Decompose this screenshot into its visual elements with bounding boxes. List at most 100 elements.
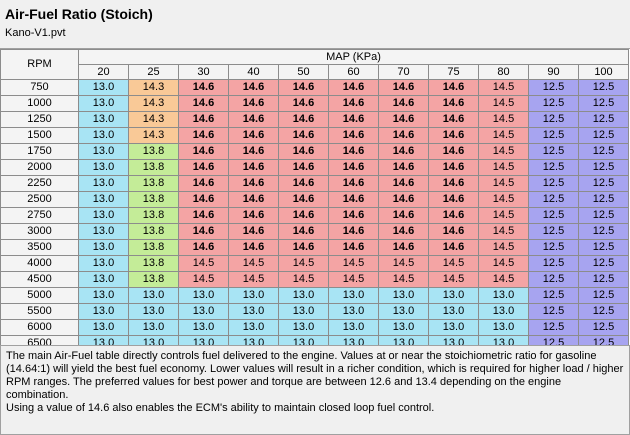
afr-cell[interactable]: 14.6 xyxy=(228,239,279,256)
afr-cell[interactable]: 13.0 xyxy=(228,319,279,336)
afr-cell[interactable]: 13.0 xyxy=(478,335,529,345)
afr-cell[interactable]: 13.0 xyxy=(178,287,229,304)
afr-cell[interactable]: 14.6 xyxy=(278,239,329,256)
afr-cell[interactable]: 12.5 xyxy=(578,335,629,345)
afr-cell[interactable]: 14.3 xyxy=(128,79,179,96)
afr-cell[interactable]: 12.5 xyxy=(528,271,579,288)
afr-cell[interactable]: 14.6 xyxy=(228,175,279,192)
afr-cell[interactable]: 14.6 xyxy=(378,111,429,128)
afr-cell[interactable]: 12.5 xyxy=(528,159,579,176)
afr-cell[interactable]: 14.6 xyxy=(328,207,379,224)
afr-cell[interactable]: 14.5 xyxy=(328,271,379,288)
afr-cell[interactable]: 12.5 xyxy=(528,303,579,320)
afr-cell[interactable]: 14.6 xyxy=(278,95,329,112)
afr-cell[interactable]: 14.5 xyxy=(428,255,479,272)
afr-cell[interactable]: 13.0 xyxy=(278,303,329,320)
afr-cell[interactable]: 13.0 xyxy=(428,303,479,320)
afr-cell[interactable]: 13.0 xyxy=(78,207,129,224)
afr-cell[interactable]: 14.6 xyxy=(178,159,229,176)
afr-cell[interactable]: 14.6 xyxy=(228,79,279,96)
afr-cell[interactable]: 13.0 xyxy=(78,255,129,272)
afr-cell[interactable]: 13.0 xyxy=(378,303,429,320)
afr-cell[interactable]: 14.6 xyxy=(278,191,329,208)
afr-cell[interactable]: 13.0 xyxy=(78,191,129,208)
afr-cell[interactable]: 14.5 xyxy=(178,271,229,288)
afr-cell[interactable]: 14.5 xyxy=(478,143,529,160)
afr-cell[interactable]: 14.6 xyxy=(328,239,379,256)
afr-cell[interactable]: 14.6 xyxy=(328,111,379,128)
afr-cell[interactable]: 14.6 xyxy=(278,79,329,96)
afr-cell[interactable]: 14.3 xyxy=(128,111,179,128)
afr-cell[interactable]: 14.6 xyxy=(278,159,329,176)
afr-cell[interactable]: 14.3 xyxy=(128,127,179,144)
afr-cell[interactable]: 14.5 xyxy=(228,271,279,288)
afr-cell[interactable]: 14.6 xyxy=(428,127,479,144)
afr-cell[interactable]: 14.5 xyxy=(478,159,529,176)
afr-cell[interactable]: 12.5 xyxy=(528,287,579,304)
afr-cell[interactable]: 14.5 xyxy=(478,271,529,288)
afr-cell[interactable]: 12.5 xyxy=(578,319,629,336)
afr-cell[interactable]: 13.0 xyxy=(228,303,279,320)
afr-cell[interactable]: 14.6 xyxy=(378,143,429,160)
afr-cell[interactable]: 14.6 xyxy=(378,191,429,208)
afr-cell[interactable]: 14.6 xyxy=(278,223,329,240)
afr-cell[interactable]: 12.5 xyxy=(578,239,629,256)
afr-cell[interactable]: 13.0 xyxy=(78,303,129,320)
afr-cell[interactable]: 14.6 xyxy=(428,79,479,96)
afr-cell[interactable]: 14.6 xyxy=(228,191,279,208)
afr-cell[interactable]: 14.5 xyxy=(478,127,529,144)
afr-cell[interactable]: 13.0 xyxy=(428,335,479,345)
afr-cell[interactable]: 12.5 xyxy=(578,255,629,272)
afr-cell[interactable]: 14.5 xyxy=(328,255,379,272)
afr-cell[interactable]: 13.0 xyxy=(478,287,529,304)
afr-cell[interactable]: 14.6 xyxy=(428,223,479,240)
afr-cell[interactable]: 14.6 xyxy=(228,159,279,176)
afr-cell[interactable]: 14.6 xyxy=(328,79,379,96)
afr-cell[interactable]: 14.6 xyxy=(428,207,479,224)
afr-cell[interactable]: 12.5 xyxy=(578,287,629,304)
afr-cell[interactable]: 14.6 xyxy=(378,223,429,240)
afr-cell[interactable]: 14.6 xyxy=(328,159,379,176)
afr-cell[interactable]: 12.5 xyxy=(578,223,629,240)
afr-cell[interactable]: 14.5 xyxy=(228,255,279,272)
afr-cell[interactable]: 14.6 xyxy=(178,223,229,240)
afr-cell[interactable]: 13.0 xyxy=(278,335,329,345)
afr-cell[interactable]: 13.0 xyxy=(428,319,479,336)
afr-cell[interactable]: 12.5 xyxy=(528,335,579,345)
afr-cell[interactable]: 14.6 xyxy=(178,95,229,112)
afr-cell[interactable]: 13.8 xyxy=(128,191,179,208)
afr-cell[interactable]: 14.6 xyxy=(328,127,379,144)
afr-cell[interactable]: 12.5 xyxy=(528,319,579,336)
afr-cell[interactable]: 13.0 xyxy=(78,159,129,176)
afr-cell[interactable]: 13.8 xyxy=(128,255,179,272)
afr-cell[interactable]: 14.6 xyxy=(178,111,229,128)
afr-cell[interactable]: 13.0 xyxy=(78,335,129,345)
afr-cell[interactable]: 14.6 xyxy=(178,127,229,144)
afr-cell[interactable]: 13.0 xyxy=(178,319,229,336)
afr-cell[interactable]: 14.3 xyxy=(128,95,179,112)
afr-cell[interactable]: 13.0 xyxy=(278,319,329,336)
afr-cell[interactable]: 13.0 xyxy=(478,319,529,336)
afr-cell[interactable]: 13.0 xyxy=(228,287,279,304)
afr-cell[interactable]: 14.6 xyxy=(428,175,479,192)
afr-cell[interactable]: 14.6 xyxy=(378,239,429,256)
afr-cell[interactable]: 13.0 xyxy=(78,111,129,128)
afr-cell[interactable]: 13.0 xyxy=(378,335,429,345)
afr-cell[interactable]: 12.5 xyxy=(578,143,629,160)
afr-cell[interactable]: 13.0 xyxy=(78,79,129,96)
afr-cell[interactable]: 12.5 xyxy=(578,191,629,208)
afr-cell[interactable]: 13.0 xyxy=(328,287,379,304)
afr-cell[interactable]: 14.6 xyxy=(178,79,229,96)
afr-cell[interactable]: 12.5 xyxy=(528,143,579,160)
afr-cell[interactable]: 14.6 xyxy=(428,239,479,256)
afr-cell[interactable]: 14.6 xyxy=(428,191,479,208)
afr-cell[interactable]: 14.5 xyxy=(478,255,529,272)
afr-cell[interactable]: 12.5 xyxy=(528,255,579,272)
afr-cell[interactable]: 14.5 xyxy=(278,255,329,272)
afr-cell[interactable]: 12.5 xyxy=(578,271,629,288)
afr-cell[interactable]: 13.0 xyxy=(128,287,179,304)
afr-cell[interactable]: 12.5 xyxy=(578,127,629,144)
afr-cell[interactable]: 12.5 xyxy=(528,127,579,144)
afr-cell[interactable]: 14.5 xyxy=(478,191,529,208)
afr-cell[interactable]: 14.5 xyxy=(378,255,429,272)
